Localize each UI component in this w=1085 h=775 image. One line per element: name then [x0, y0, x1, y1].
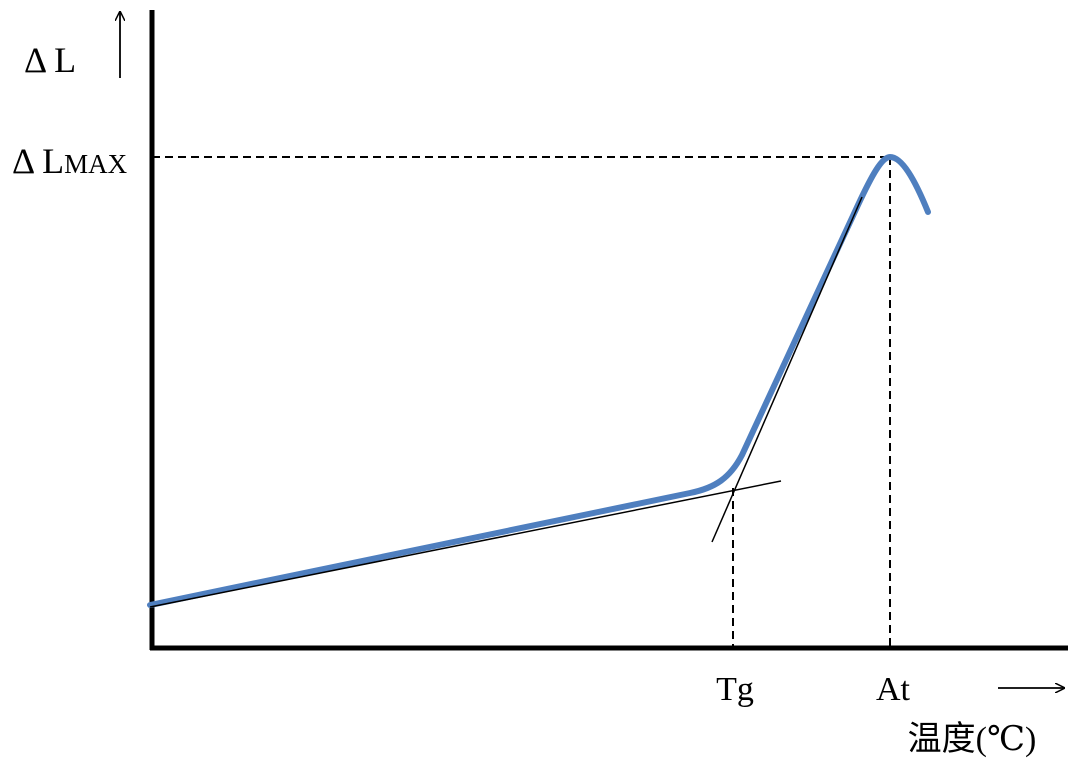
at-label: At [876, 671, 911, 708]
y-max-main: Δ L [12, 141, 64, 181]
y-max-label: Δ LMAX [12, 141, 128, 181]
expansion-curve [147, 153, 931, 608]
y-label: Δ L [24, 40, 76, 80]
tangent-low [149, 480, 782, 608]
tg-label: Tg [716, 671, 754, 708]
tangent-high [711, 196, 863, 543]
x-label: 温度(℃) [908, 720, 1037, 758]
y-max-subscript: MAX [64, 149, 128, 179]
